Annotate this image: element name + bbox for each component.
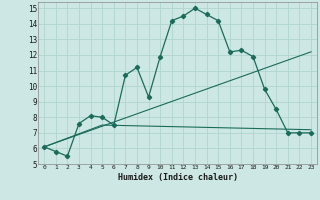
X-axis label: Humidex (Indice chaleur): Humidex (Indice chaleur) [118,173,238,182]
